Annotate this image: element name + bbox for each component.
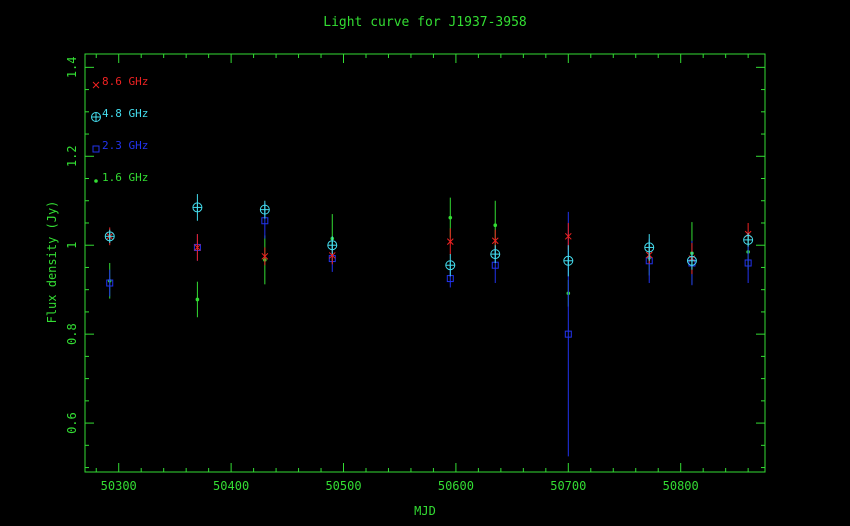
legend-label: 8.6 GHz	[102, 75, 148, 88]
x-axis-label: MJD	[414, 504, 436, 518]
legend-label: 1.6 GHz	[102, 171, 148, 184]
data-point	[327, 240, 338, 251]
data-point	[448, 215, 453, 220]
data-point	[686, 255, 697, 266]
legend-marker	[92, 145, 100, 153]
x-tick-label: 50500	[325, 479, 361, 493]
legend-marker	[94, 179, 98, 183]
axis-ticks: 50300 50400 50500 50600 50700 50800 0.6 0.8 1 1.2…	[65, 54, 765, 493]
data-point	[644, 242, 655, 253]
legend-marker	[92, 81, 100, 89]
data-point	[743, 234, 754, 245]
data-point	[192, 202, 203, 213]
y-axis-label: Flux density (Jy)	[45, 201, 59, 324]
data-point	[261, 252, 269, 260]
data-point	[259, 204, 270, 215]
data-point	[564, 232, 572, 240]
x-tick-label: 50600	[438, 479, 474, 493]
x-tick-label: 50800	[663, 479, 699, 493]
data-point	[445, 260, 456, 271]
x-tick-label: 50300	[101, 479, 137, 493]
chart-title: Light curve for J1937-3958	[323, 15, 527, 30]
legend: 8.6 GHz 4.8 GHz 2.3 GHz 1.6 GHz	[91, 75, 148, 184]
data-point	[490, 249, 501, 260]
series-4-8-ghz	[104, 194, 754, 277]
y-tick-label: 0.8	[65, 323, 79, 345]
x-tick-label: 50700	[550, 479, 586, 493]
series-layer	[104, 194, 754, 457]
data-point	[106, 279, 114, 287]
data-point	[195, 297, 200, 302]
y-tick-label: 1.4	[65, 56, 79, 78]
plot-border	[84, 53, 766, 473]
data-point	[563, 255, 574, 266]
data-point	[564, 330, 572, 338]
y-tick-label: 1	[65, 242, 79, 249]
legend-label: 4.8 GHz	[102, 107, 148, 120]
legend-marker	[91, 112, 101, 122]
data-point	[744, 259, 752, 267]
y-tick-label: 0.6	[65, 412, 79, 434]
y-tick-label: 1.2	[65, 145, 79, 167]
data-point	[446, 238, 454, 246]
data-point	[491, 237, 499, 245]
data-point	[104, 231, 115, 242]
data-point	[194, 244, 201, 251]
plot-frame	[84, 53, 766, 473]
data-point	[328, 252, 336, 259]
data-point	[493, 223, 498, 228]
x-tick-label: 50400	[213, 479, 249, 493]
legend-label: 2.3 GHz	[102, 139, 148, 152]
